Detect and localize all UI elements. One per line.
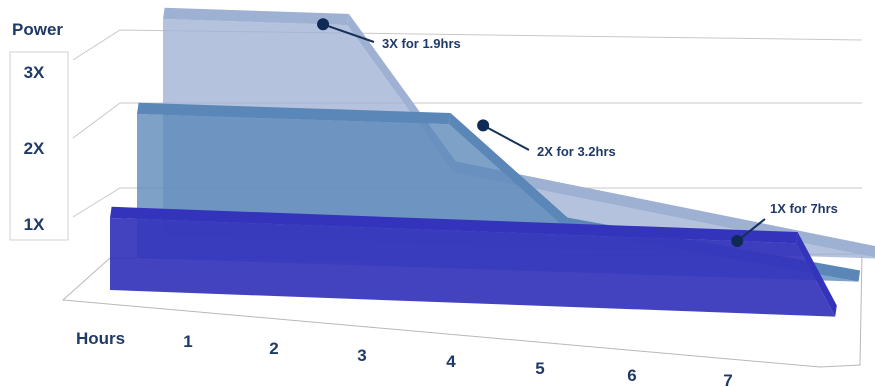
y-tick-label: 2X	[24, 139, 45, 158]
y-axis-panel	[9, 51, 69, 241]
annotation-label: 1X for 7hrs	[770, 201, 838, 216]
annotation-leader	[322, 23, 375, 43]
annotation-leader	[482, 124, 530, 151]
series-area	[110, 218, 836, 317]
annotation-dot	[477, 119, 490, 132]
annotations: 3X for 1.9hrs 2X for 3.2hrs 1X for 7hrs	[317, 18, 838, 248]
gridline	[72, 187, 862, 218]
x-tick-label: 3	[357, 346, 366, 365]
series-edge	[137, 102, 451, 125]
annotation-label: 3X for 1.9hrs	[382, 36, 461, 51]
series-bands	[110, 7, 875, 317]
y-tick-label: 3X	[24, 63, 45, 82]
y-axis-title: Power	[12, 20, 63, 39]
gridline	[72, 102, 862, 139]
gridline	[72, 29, 863, 61]
annotation-label: 2X for 3.2hrs	[537, 144, 616, 159]
axis-ticks: 1 2 3 4 5 6 7	[183, 332, 732, 387]
annotation-dot	[731, 235, 744, 248]
floor-plane	[61, 253, 863, 368]
x-tick-label: 6	[627, 366, 636, 385]
y-axis-box: 1X 2X 3X	[9, 51, 69, 241]
series-edge	[796, 232, 837, 317]
series-edge	[163, 7, 349, 26]
y-tick-label: 1X	[24, 215, 45, 234]
x-tick-label: 1	[183, 332, 192, 351]
series-edge	[110, 206, 798, 244]
gridlines	[61, 29, 863, 368]
x-axis-title: Hours	[76, 329, 125, 348]
x-tick-label: 4	[446, 352, 456, 371]
x-tick-label: 7	[723, 371, 732, 387]
x-tick-label: 5	[535, 359, 544, 378]
series-edge	[449, 113, 568, 229]
annotation-dot	[317, 18, 330, 31]
x-tick-label: 2	[269, 339, 278, 358]
